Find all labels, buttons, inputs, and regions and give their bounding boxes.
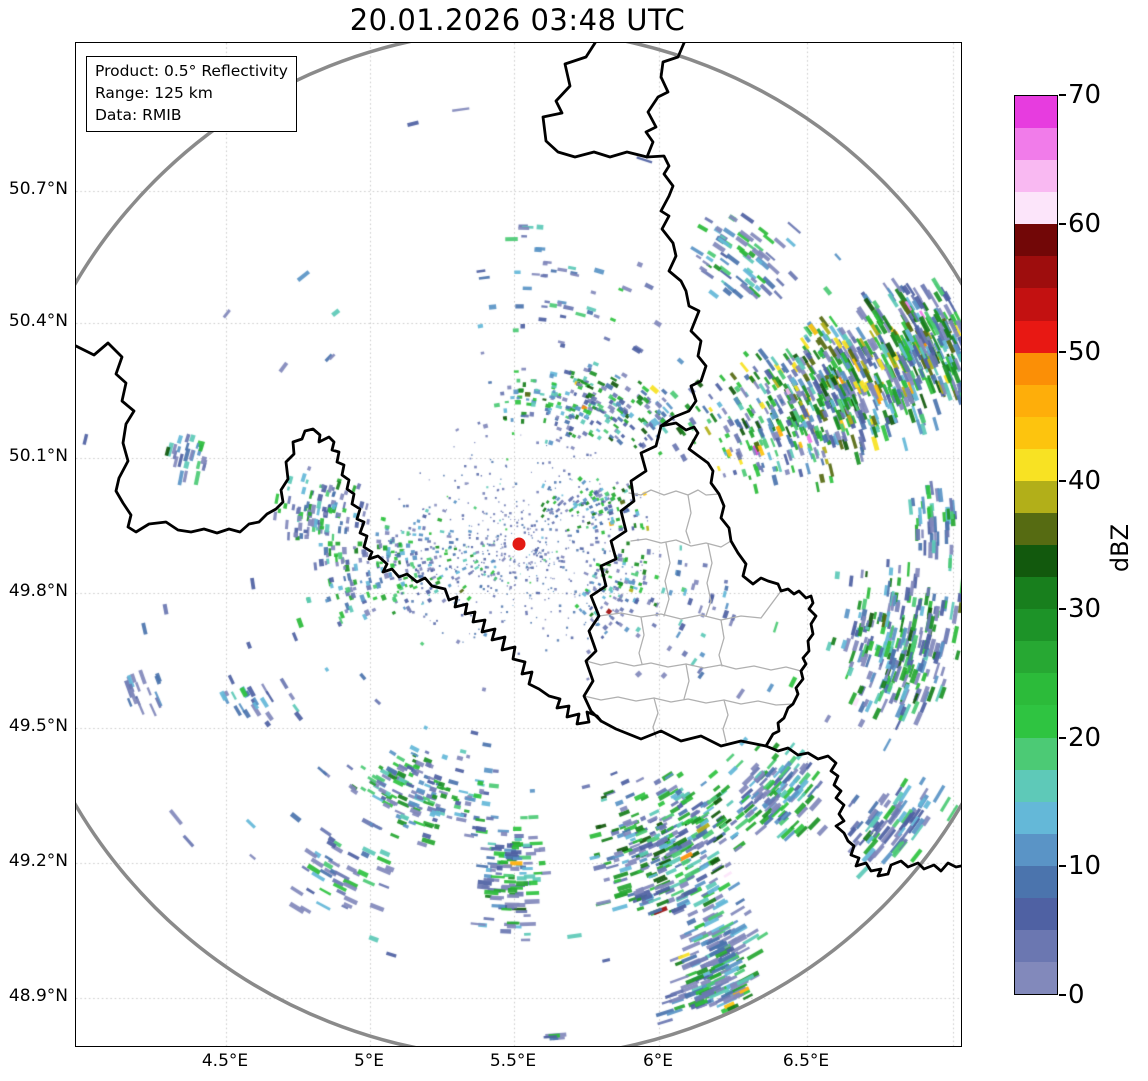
colorbar-segment — [1015, 513, 1057, 546]
colorbar-segment — [1015, 128, 1057, 161]
colorbar-tick-label: 10 — [1068, 851, 1102, 882]
map-plot-area: Product: 0.5° Reflectivity Range: 125 km… — [75, 42, 962, 1047]
colorbar-segment — [1015, 416, 1057, 449]
colorbar-tick-mark — [1059, 94, 1066, 96]
country-border — [764, 744, 961, 878]
colorbar-segment — [1015, 320, 1057, 353]
x-tick-label: 6.5°E — [782, 1051, 830, 1071]
colorbar-tick-mark — [1059, 222, 1066, 225]
x-tick-label: 5.5°E — [489, 1051, 537, 1071]
x-tick-label: 5°E — [353, 1051, 385, 1071]
colorbar-tick-label: 20 — [1068, 722, 1102, 753]
colorbar-tick-label: 70 — [1068, 80, 1102, 110]
colorbar-segment — [1015, 833, 1057, 866]
colorbar-segment — [1015, 224, 1057, 257]
y-tick-label: 50.1°N — [8, 446, 68, 466]
x-tick-label: 6°E — [642, 1051, 674, 1071]
data-source-label: Data: RMIB — [95, 106, 182, 124]
admin-border — [638, 616, 645, 665]
admin-border — [683, 663, 690, 700]
colorbar-segment — [1015, 256, 1057, 289]
y-tick-label: 50.4°N — [8, 311, 68, 331]
admin-border — [722, 699, 729, 743]
colorbar-segment — [1015, 897, 1057, 931]
page-title: 20.01.2026 03:48 UTC — [349, 3, 686, 37]
admin-border — [718, 619, 725, 667]
colorbar-segment — [1015, 288, 1057, 321]
product-label: Product: 0.5° Reflectivity — [95, 62, 288, 80]
colorbar — [1014, 95, 1058, 995]
colorbar-segment — [1015, 930, 1057, 963]
colorbar-segment — [1015, 577, 1057, 610]
y-tick-label: 49.5°N — [8, 716, 68, 736]
y-tick-label: 50.7°N — [8, 179, 68, 199]
colorbar-tick-label: 30 — [1068, 594, 1102, 625]
admin-border — [705, 543, 713, 617]
colorbar-segment — [1015, 962, 1057, 995]
colorbar-tick-mark — [1059, 608, 1066, 611]
colorbar-segment — [1015, 865, 1057, 898]
map-overlay — [76, 43, 961, 1046]
radar-site-marker — [512, 537, 526, 551]
colorbar-tick-label: 60 — [1068, 208, 1102, 239]
colorbar-segment — [1015, 737, 1057, 770]
admin-border — [585, 660, 802, 672]
colorbar-segment — [1015, 673, 1057, 706]
colorbar-tick-mark — [1059, 736, 1066, 739]
colorbar-tick-mark — [1059, 351, 1066, 354]
y-tick-label: 49.2°N — [8, 851, 68, 871]
colorbar-segment — [1015, 192, 1057, 225]
colorbar-segment — [1015, 545, 1057, 578]
country-border — [582, 421, 818, 748]
admin-border — [628, 489, 720, 496]
country-border — [645, 154, 708, 428]
colorbar-segment — [1015, 641, 1057, 674]
colorbar-segment — [1015, 352, 1057, 385]
colorbar-tick-label: 50 — [1068, 337, 1102, 368]
colorbar-unit-label: dBZ — [1106, 523, 1134, 573]
admin-border — [630, 538, 732, 548]
admin-border — [685, 494, 692, 544]
colorbar-segment — [1015, 769, 1057, 802]
y-tick-label: 48.9°N — [8, 986, 68, 1006]
admin-border — [583, 695, 794, 706]
admin-border — [652, 697, 659, 738]
colorbar-segment — [1015, 384, 1057, 417]
x-tick-label: 4.5°E — [201, 1051, 249, 1071]
product-info-box: Product: 0.5° Reflectivity Range: 125 km… — [86, 56, 297, 132]
colorbar-tick-mark — [1059, 994, 1066, 996]
range-label: Range: 125 km — [95, 84, 213, 102]
colorbar-segment — [1015, 801, 1057, 834]
admin-border — [663, 542, 671, 617]
colorbar-segment — [1015, 448, 1057, 481]
colorbar-tick-label: 0 — [1068, 980, 1085, 1010]
country-border — [541, 43, 686, 159]
colorbar-tick-label: 40 — [1068, 465, 1102, 496]
colorbar-segment — [1015, 609, 1057, 642]
colorbar-segment — [1015, 705, 1057, 738]
colorbar-tick-mark — [1059, 479, 1066, 482]
y-tick-label: 49.8°N — [8, 581, 68, 601]
colorbar-segment — [1015, 480, 1057, 514]
country-border — [76, 341, 603, 726]
colorbar-segment — [1015, 160, 1057, 193]
colorbar-tick-mark — [1059, 865, 1066, 868]
admin-border — [598, 590, 782, 621]
colorbar-segment — [1015, 96, 1057, 129]
